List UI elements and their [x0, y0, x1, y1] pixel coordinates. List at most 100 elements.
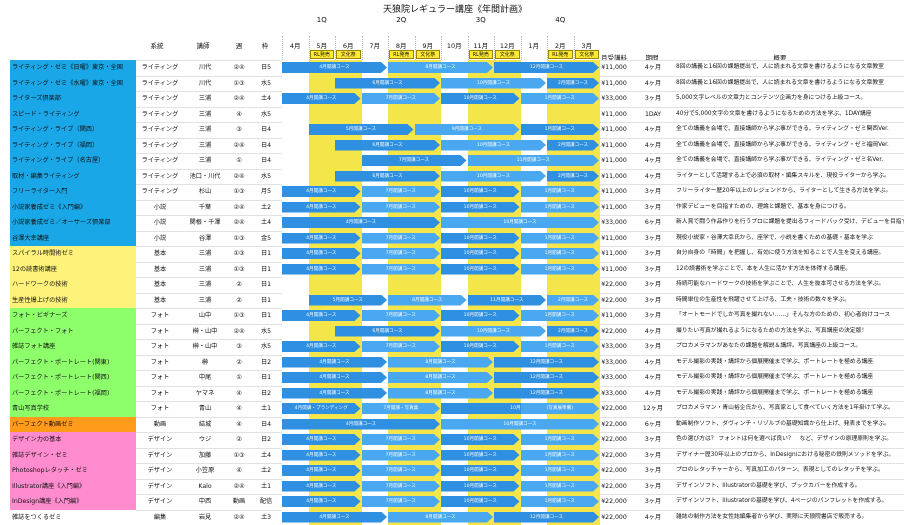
course-name[interactable]: ライティング・ゼミ《水曜》東京・全国: [10, 76, 136, 92]
course-bar[interactable]: 7月開講コース: [362, 233, 441, 244]
course-bar[interactable]: 10月開講コース: [441, 202, 520, 213]
course-bar[interactable]: 4月開講コース: [282, 496, 361, 507]
course-name[interactable]: パーフェクト・ポートレート(関西): [10, 370, 136, 386]
course-bar[interactable]: 7月開講コース: [362, 202, 441, 213]
course-bar[interactable]: 10月開講コース: [441, 481, 520, 492]
course-bar[interactable]: 10月開講コース: [441, 93, 520, 104]
course-bar[interactable]: 1月開講コース: [521, 310, 600, 321]
course-bar[interactable]: 10月開講コース: [441, 233, 520, 244]
course-bar[interactable]: 4月開講コース: [282, 434, 361, 445]
course-bar[interactable]: 10月開講コース: [441, 341, 520, 352]
course-bar[interactable]: 7月開講コース: [362, 465, 441, 476]
course-bar[interactable]: 4月開講コース: [282, 264, 361, 275]
course-name[interactable]: スピード・ライティング: [10, 107, 136, 123]
course-bar[interactable]: 2月開講コース: [547, 78, 599, 89]
course-bar[interactable]: 7月開講コース: [362, 93, 441, 104]
course-bar[interactable]: 7月開講コース: [362, 310, 441, 321]
course-bar[interactable]: 6月開講コース: [335, 326, 440, 337]
course-bar[interactable]: 4月開講コース: [282, 419, 440, 430]
course-name[interactable]: パーフェクト・ポートレート(関東): [10, 355, 136, 371]
course-name[interactable]: フリーライター入門: [10, 184, 136, 200]
course-bar[interactable]: 2月開講コース: [547, 295, 599, 306]
course-name[interactable]: パーフェクト・フォト: [10, 324, 136, 340]
course-bar[interactable]: 1月開講コース: [521, 264, 600, 275]
course-bar[interactable]: 4月開講コース: [282, 481, 361, 492]
course-bar[interactable]: 4月開講コース: [282, 450, 361, 461]
course-bar[interactable]: 10月開講コース: [441, 310, 520, 321]
course-bar[interactable]: 7月開講コース: [362, 155, 467, 166]
course-bar[interactable]: 4月開講コース: [282, 93, 361, 104]
course-name[interactable]: Photoshopレタッチ・ゼミ: [10, 463, 136, 479]
course-bar[interactable]: 5月開講コース: [309, 124, 414, 135]
course-bar[interactable]: 5月開講コース: [309, 295, 388, 306]
course-name[interactable]: ハードワークの技術: [10, 277, 136, 293]
course-bar[interactable]: 12月開講コース: [494, 62, 599, 73]
course-bar[interactable]: 7月開講コース: [362, 341, 441, 352]
course-bar[interactable]: 1月開講コース: [521, 186, 600, 197]
course-bar[interactable]: 4月開講コース: [282, 62, 387, 73]
course-bar[interactable]: 7月開講コース: [362, 450, 441, 461]
course-bar[interactable]: 7月開講コース: [362, 496, 441, 507]
course-bar[interactable]: 9月開講コース: [415, 124, 520, 135]
course-bar[interactable]: 10月開講コース: [441, 264, 520, 275]
course-name[interactable]: パーフェクト・ポートレート(福岡): [10, 386, 136, 402]
course-bar[interactable]: 1月開講コース: [521, 465, 600, 476]
course-bar[interactable]: 1月開講コース: [521, 248, 600, 259]
course-bar[interactable]: 4月開講コース: [282, 202, 361, 213]
course-bar[interactable]: 11月開講コース: [468, 295, 547, 306]
course-bar[interactable]: 12月開講コース: [494, 512, 599, 523]
course-bar[interactable]: 10月開講コース: [441, 140, 546, 151]
course-bar[interactable]: 2月開講コース: [547, 171, 599, 182]
course-bar[interactable]: 1月開講コース: [521, 496, 600, 507]
course-bar[interactable]: 1月開講コース: [521, 341, 600, 352]
course-name[interactable]: フォト・ビギナーズ: [10, 308, 136, 324]
course-bar[interactable]: 8月開講コース: [388, 388, 493, 399]
course-bar[interactable]: 12月開講コース: [494, 357, 599, 368]
course-name[interactable]: ライティング・ライブ（名古屋）: [10, 153, 136, 169]
course-name[interactable]: ライティング・ライブ（福岡）: [10, 138, 136, 154]
course-bar[interactable]: (写真展準備): [521, 403, 600, 414]
course-name[interactable]: 青山写真学校: [10, 401, 136, 417]
course-bar[interactable]: 10月開講コース: [441, 450, 520, 461]
course-bar[interactable]: 4月開講コース: [282, 512, 387, 523]
course-bar[interactable]: 10月開講コース: [441, 171, 546, 182]
course-bar[interactable]: 12月開講コース: [494, 388, 599, 399]
course-bar[interactable]: 8月開講コース: [388, 512, 493, 523]
course-name[interactable]: 取材・編集ライティング: [10, 169, 136, 185]
course-name[interactable]: ライティング・ライブ（関西）: [10, 122, 136, 138]
course-name[interactable]: ライティング・ゼミ《日曜》東京・全国: [10, 60, 136, 76]
course-bar[interactable]: 7月開講・写真集: [362, 403, 441, 414]
course-bar[interactable]: 10月開講コース: [441, 248, 520, 259]
course-bar[interactable]: 4月開講コース: [282, 310, 361, 321]
course-bar[interactable]: 11月開講コース: [468, 155, 600, 166]
course-name[interactable]: 谷澤大幸講座: [10, 231, 136, 247]
course-name[interactable]: ライターズ倶楽部: [10, 91, 136, 107]
course-bar[interactable]: 1月開講コース: [521, 233, 600, 244]
course-name[interactable]: スパイラル時間術ゼミ: [10, 246, 136, 262]
course-bar[interactable]: 6月開講コース: [335, 78, 440, 89]
course-name[interactable]: 生産性爆上げの技術: [10, 293, 136, 309]
course-bar[interactable]: 8月開講コース: [388, 372, 493, 383]
course-bar[interactable]: 4月開講コース: [282, 341, 361, 352]
course-bar[interactable]: 7月開講コース: [362, 248, 441, 259]
course-name[interactable]: 雑誌デザイン・ゼミ: [10, 448, 136, 464]
course-bar[interactable]: 7月開講コース: [362, 264, 441, 275]
course-bar[interactable]: 10月開講コース: [441, 419, 599, 430]
course-bar[interactable]: 1月開講コース: [521, 450, 600, 461]
course-bar[interactable]: 7月開講コース: [362, 434, 441, 445]
course-name[interactable]: InDesign講座《入門編》: [10, 494, 136, 510]
course-bar[interactable]: 7月開講コース: [362, 186, 441, 197]
course-bar[interactable]: 4月開講コース: [282, 248, 361, 259]
course-name[interactable]: デザイン力の基本: [10, 432, 136, 448]
course-bar[interactable]: 4月開講コース: [282, 372, 387, 383]
course-bar[interactable]: 2月開講コース: [547, 140, 599, 151]
course-bar[interactable]: 6月開講コース: [335, 140, 440, 151]
course-bar[interactable]: 8月開講コース: [388, 357, 493, 368]
course-bar[interactable]: 1月開講コース: [521, 93, 600, 104]
course-bar[interactable]: 10月開講コース: [441, 217, 599, 228]
course-bar[interactable]: 4月開講コース: [282, 217, 440, 228]
course-name[interactable]: パーフェクト動画ゼミ: [10, 417, 136, 433]
course-bar[interactable]: 1月開講コース: [521, 481, 600, 492]
course-bar[interactable]: 4月開講コース: [282, 465, 361, 476]
course-name[interactable]: 小説家養成ゼミ《入門編》: [10, 200, 136, 216]
